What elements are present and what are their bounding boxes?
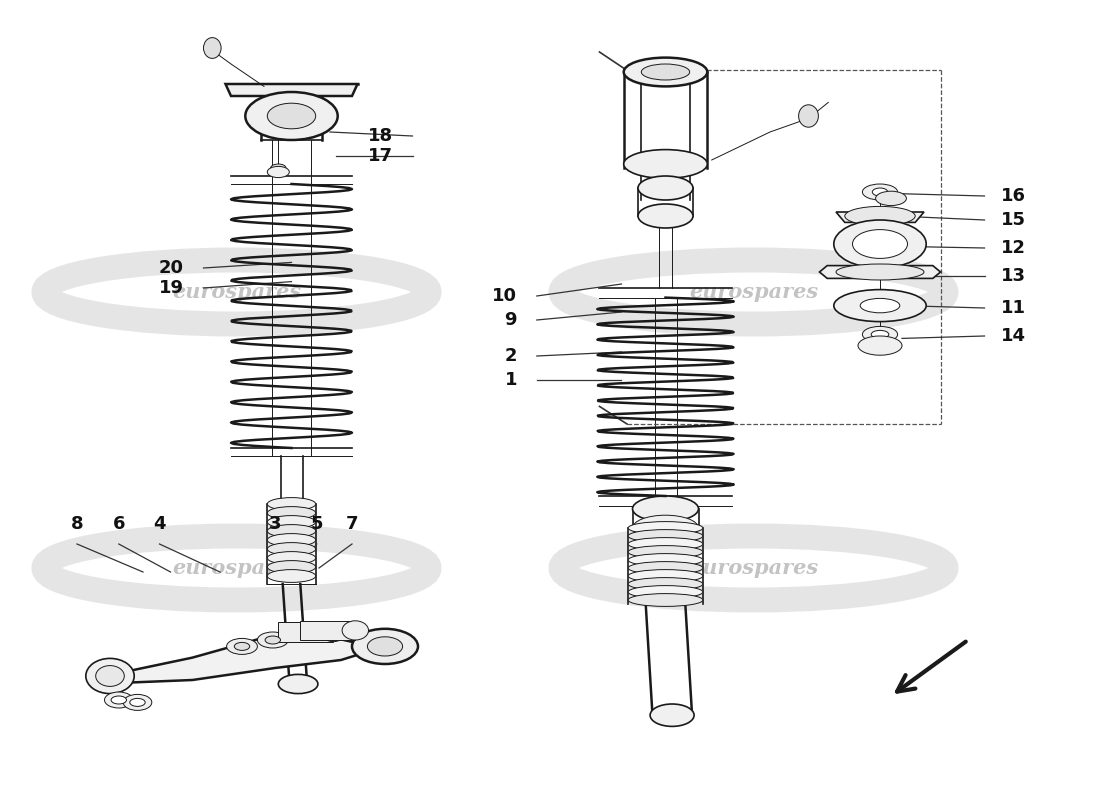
Ellipse shape — [130, 698, 145, 706]
Ellipse shape — [267, 552, 316, 565]
Ellipse shape — [267, 561, 316, 574]
Ellipse shape — [234, 642, 250, 650]
Text: eurospares: eurospares — [172, 558, 301, 578]
Ellipse shape — [267, 570, 316, 582]
Ellipse shape — [104, 692, 133, 708]
Ellipse shape — [628, 538, 703, 550]
Ellipse shape — [86, 658, 134, 694]
Text: 15: 15 — [1001, 211, 1026, 229]
Text: 2: 2 — [505, 347, 517, 365]
Ellipse shape — [267, 506, 316, 519]
Text: 6: 6 — [112, 515, 125, 533]
Ellipse shape — [632, 496, 698, 522]
Ellipse shape — [265, 636, 280, 644]
Ellipse shape — [628, 522, 703, 534]
Ellipse shape — [845, 206, 915, 226]
Ellipse shape — [628, 562, 703, 574]
Ellipse shape — [267, 542, 316, 555]
Ellipse shape — [834, 220, 926, 268]
Ellipse shape — [650, 704, 694, 726]
Ellipse shape — [278, 674, 318, 694]
Ellipse shape — [267, 166, 289, 178]
Ellipse shape — [123, 694, 152, 710]
Ellipse shape — [638, 204, 693, 228]
Ellipse shape — [872, 188, 888, 196]
Ellipse shape — [271, 164, 286, 172]
Text: 4: 4 — [153, 515, 166, 533]
Ellipse shape — [628, 594, 703, 606]
Text: 12: 12 — [1001, 239, 1026, 257]
Ellipse shape — [836, 264, 924, 280]
Ellipse shape — [834, 290, 926, 322]
Ellipse shape — [267, 516, 316, 528]
Text: 16: 16 — [1001, 187, 1026, 205]
Ellipse shape — [860, 298, 900, 313]
Ellipse shape — [628, 554, 703, 566]
Text: 13: 13 — [1001, 267, 1026, 285]
Text: eurospares: eurospares — [689, 558, 818, 578]
Ellipse shape — [352, 629, 418, 664]
Ellipse shape — [871, 330, 889, 338]
Ellipse shape — [227, 638, 257, 654]
Text: 14: 14 — [1001, 327, 1026, 345]
Ellipse shape — [320, 622, 346, 642]
Ellipse shape — [267, 525, 316, 538]
Text: eurospares: eurospares — [689, 282, 818, 302]
Ellipse shape — [342, 621, 369, 640]
Polygon shape — [226, 84, 358, 96]
Ellipse shape — [628, 586, 703, 598]
Text: eurospares: eurospares — [172, 282, 301, 302]
Text: 11: 11 — [1001, 299, 1026, 317]
Bar — [278, 622, 333, 642]
Text: 9: 9 — [505, 311, 517, 329]
Ellipse shape — [632, 515, 698, 541]
Ellipse shape — [267, 534, 316, 546]
Text: 7: 7 — [345, 515, 359, 533]
Text: 18: 18 — [367, 127, 393, 145]
Text: 20: 20 — [158, 259, 184, 277]
Ellipse shape — [267, 103, 316, 129]
Ellipse shape — [876, 191, 906, 206]
Ellipse shape — [852, 230, 907, 258]
Text: 10: 10 — [492, 287, 517, 305]
Ellipse shape — [624, 150, 707, 178]
Polygon shape — [820, 266, 940, 278]
Ellipse shape — [111, 696, 126, 704]
Ellipse shape — [862, 326, 898, 342]
Text: 8: 8 — [70, 515, 84, 533]
Text: 3: 3 — [268, 515, 282, 533]
Ellipse shape — [628, 570, 703, 582]
Ellipse shape — [96, 666, 124, 686]
Ellipse shape — [799, 105, 818, 127]
Ellipse shape — [641, 64, 690, 80]
Bar — [300, 621, 355, 640]
Polygon shape — [836, 212, 924, 222]
Ellipse shape — [245, 92, 338, 140]
Ellipse shape — [638, 176, 693, 200]
Text: 1: 1 — [505, 371, 517, 389]
Text: 5: 5 — [310, 515, 323, 533]
Ellipse shape — [624, 58, 707, 86]
Ellipse shape — [267, 498, 316, 510]
Ellipse shape — [367, 637, 403, 656]
Text: 19: 19 — [158, 279, 184, 297]
Ellipse shape — [204, 38, 221, 58]
Ellipse shape — [257, 632, 288, 648]
Ellipse shape — [858, 336, 902, 355]
Ellipse shape — [628, 578, 703, 590]
Ellipse shape — [862, 184, 898, 200]
Ellipse shape — [628, 546, 703, 558]
Ellipse shape — [628, 530, 703, 542]
Text: 17: 17 — [367, 147, 393, 165]
Polygon shape — [94, 632, 379, 684]
